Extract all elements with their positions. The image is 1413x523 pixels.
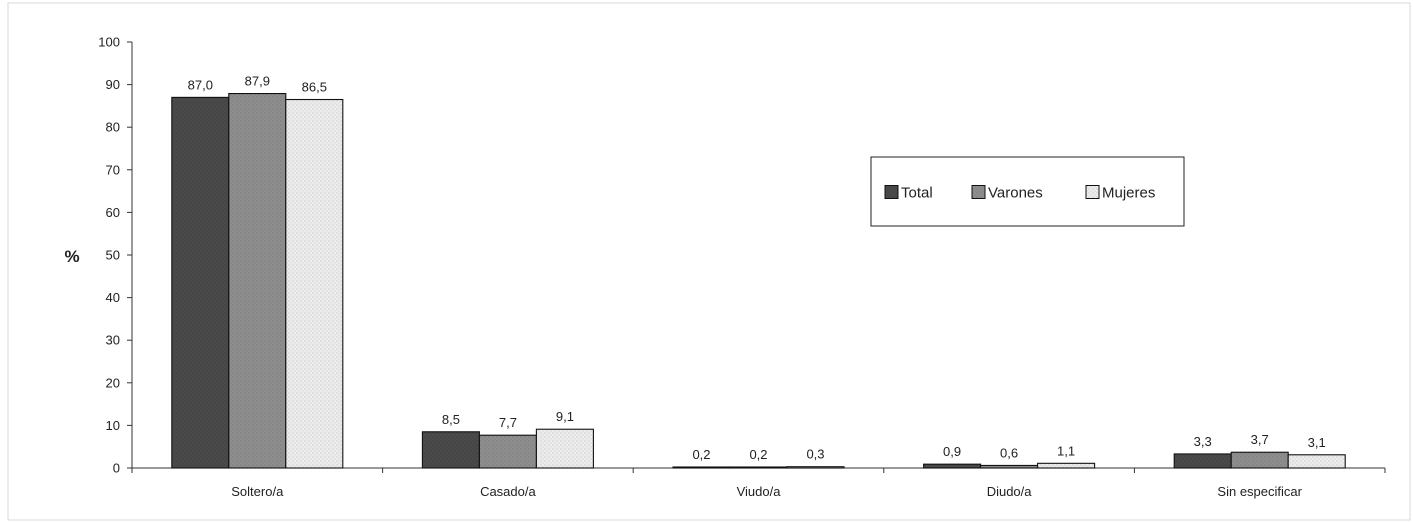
data-label: 3,3: [1194, 434, 1212, 449]
x-category-label: Diudo/a: [987, 484, 1033, 499]
data-label: 3,1: [1308, 435, 1326, 450]
legend-label-mujeres: Mujeres: [1102, 185, 1155, 202]
bar-texture: [286, 100, 343, 468]
bar-texture: [673, 467, 730, 468]
bar-texture: [787, 467, 844, 468]
bar-texture: [1038, 463, 1095, 468]
y-tick-label: 40: [106, 290, 120, 305]
x-category-label: Sin especificar: [1217, 484, 1302, 499]
legend-swatch-texture: [972, 186, 985, 199]
y-axis-label: %: [64, 247, 79, 266]
data-label: 0,9: [943, 444, 961, 459]
bar-texture: [536, 429, 593, 468]
y-tick-label: 90: [106, 77, 120, 92]
data-label: 87,0: [188, 77, 213, 92]
data-label: 0,6: [1000, 445, 1018, 460]
data-label: 87,9: [245, 74, 270, 89]
y-tick-label: 60: [106, 205, 120, 220]
y-tick-label: 10: [106, 418, 120, 433]
bar-texture: [1231, 452, 1288, 468]
y-tick-label: 0: [113, 461, 120, 476]
y-tick-label: 70: [106, 162, 120, 177]
data-label: 3,7: [1251, 432, 1269, 447]
bar-texture: [924, 464, 981, 468]
data-label: 0,3: [806, 447, 824, 462]
y-tick-label: 30: [106, 333, 120, 348]
legend-swatch-texture: [1086, 186, 1099, 199]
bar-texture: [1174, 454, 1231, 468]
legend-swatch-texture: [885, 186, 898, 199]
labels-group: 87,0 87,9 86,5 Soltero/a 8,5 7,7 9,1 Casado/a 0,…: [188, 74, 1326, 499]
data-label: 9,1: [556, 409, 574, 424]
legend: Total Varones Mujeres: [871, 157, 1184, 226]
bar-texture: [422, 432, 479, 468]
data-label: 0,2: [692, 447, 710, 462]
x-category-label: Viudo/a: [737, 484, 782, 499]
bar-texture: [172, 97, 229, 468]
bar-texture: [479, 435, 536, 468]
bar-texture: [981, 465, 1038, 468]
data-label: 86,5: [302, 80, 327, 95]
y-tick-label: 50: [106, 248, 120, 263]
data-label: 1,1: [1057, 443, 1075, 458]
legend-label-total: Total: [901, 185, 933, 202]
y-tick-label: 20: [106, 375, 120, 390]
bar-texture: [1288, 455, 1345, 468]
bar-texture: [229, 94, 286, 468]
data-label: 8,5: [442, 412, 460, 427]
data-label: 0,2: [749, 447, 767, 462]
data-label: 7,7: [499, 415, 517, 430]
x-category-label: Soltero/a: [231, 484, 284, 499]
x-category-label: Casado/a: [480, 484, 536, 499]
legend-label-varones: Varones: [988, 185, 1043, 202]
y-tick-label: 100: [98, 35, 120, 50]
bars-group: [172, 94, 1345, 468]
bar-texture: [730, 467, 787, 468]
y-tick-label: 80: [106, 120, 120, 135]
